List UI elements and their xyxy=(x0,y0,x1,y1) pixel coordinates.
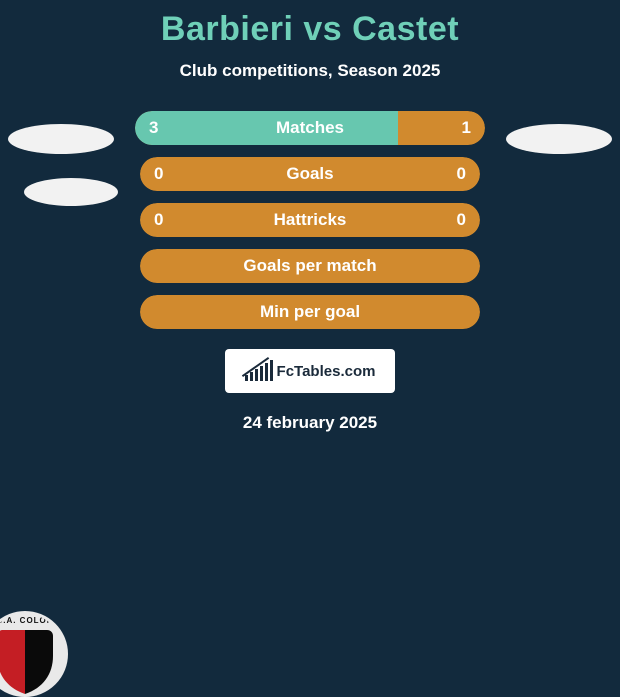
colon-arc-text: C.A. COLON xyxy=(0,616,65,625)
subtitle: Club competitions, Season 2025 xyxy=(0,61,620,81)
date-label: 24 february 2025 xyxy=(0,413,620,433)
watermark-bars-icon xyxy=(245,361,273,381)
stat-row: Goals per match xyxy=(140,249,480,283)
watermark-text: FcTables.com xyxy=(277,363,376,380)
colon-shield-icon xyxy=(0,630,55,694)
wm-bar xyxy=(265,363,268,381)
wm-bar xyxy=(245,375,248,381)
stat-value-left: 3 xyxy=(149,118,158,138)
wm-bar xyxy=(255,369,258,381)
comparison-card: Barbieri vs Castet Club competitions, Se… xyxy=(0,0,620,433)
wm-bar xyxy=(260,366,263,381)
stat-value-right: 1 xyxy=(462,118,471,138)
stat-label: Goals xyxy=(286,164,333,184)
stat-row: Min per goal xyxy=(140,295,480,329)
stat-value-right: 0 xyxy=(457,210,466,230)
stat-row: 0 Goals 0 xyxy=(140,157,480,191)
watermark: FcTables.com xyxy=(225,349,395,393)
wm-bar xyxy=(250,372,253,381)
stat-label: Min per goal xyxy=(260,302,360,322)
team-left-badge-2 xyxy=(24,178,118,206)
team-left-badge-1 xyxy=(8,124,114,154)
stat-row: 3 Matches 1 xyxy=(135,111,485,145)
stat-value-left: 0 xyxy=(154,164,163,184)
stat-value-right: 0 xyxy=(457,164,466,184)
wm-bar xyxy=(270,360,273,381)
stat-row: 0 Hattricks 0 xyxy=(140,203,480,237)
team-right-badge-colon: C.A. COLON xyxy=(0,611,68,697)
stat-fill-left xyxy=(135,111,398,145)
stat-value-left: 0 xyxy=(154,210,163,230)
team-right-badge-1 xyxy=(506,124,612,154)
stat-label: Goals per match xyxy=(243,256,376,276)
page-title: Barbieri vs Castet xyxy=(0,10,620,49)
stat-label: Matches xyxy=(276,118,344,138)
stat-label: Hattricks xyxy=(274,210,347,230)
